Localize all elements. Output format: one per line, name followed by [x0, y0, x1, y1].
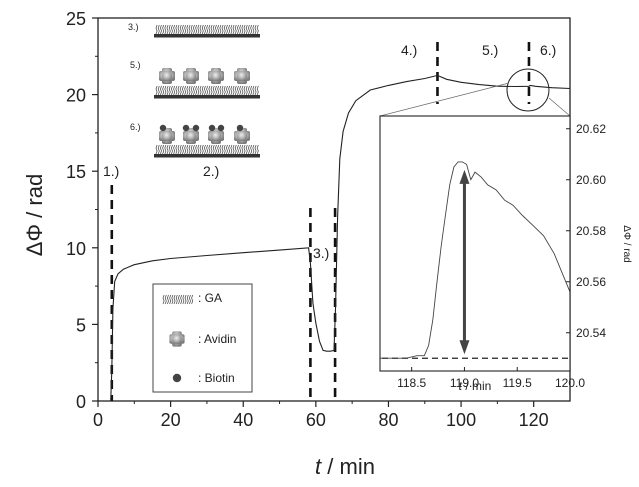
schematic-ga-layer [154, 24, 260, 38]
ga-zigzag [155, 85, 259, 96]
phase-label-3: 3.) [313, 245, 329, 261]
schematic-step-label-6: 6.) [130, 122, 141, 132]
phase-label-1: 1.) [103, 163, 119, 179]
phase-label-6: 6.) [540, 42, 556, 58]
schematic-step-label-5: 5.) [130, 60, 141, 70]
main-y-tick-label: 15 [66, 162, 86, 182]
main-y-tick-label: 10 [66, 239, 86, 259]
inset-y-axis-label: ΔΦ / rad [621, 225, 632, 262]
inset-plot-frame [379, 115, 571, 372]
main-y-tick-label: 25 [66, 9, 86, 29]
zoom-connector-left [379, 82, 510, 117]
main-data-line [98, 74, 571, 402]
zoom-connector-right [548, 97, 571, 117]
inset-x-tick-label: 119.5 [503, 376, 532, 390]
zoom-circle [506, 68, 550, 112]
main-x-tick-label: 80 [378, 410, 398, 430]
phase-label-4: 4.) [401, 42, 417, 58]
avidin-protein-icon [169, 331, 185, 347]
main-y-tick-label: 5 [76, 315, 86, 335]
main-x-axis-label: t / min [315, 454, 375, 479]
avidin-protein-icon [159, 128, 175, 144]
main-x-tick-label: 100 [446, 410, 476, 430]
legend-label-ga: : GA [198, 291, 222, 305]
substrate-bar [154, 95, 260, 99]
substrate-bar [154, 34, 260, 38]
inset-background [380, 116, 570, 371]
avidin-protein-icon [159, 68, 175, 84]
ga-zigzag [155, 24, 259, 35]
ga-zigzag [155, 144, 259, 155]
surface-schematic: 3.) 5.) 6.) [128, 22, 260, 158]
main-x-tick-label: 60 [306, 410, 326, 430]
double-arrow-head-bottom [459, 340, 470, 355]
inset-y-tick-label: 20.58 [576, 224, 606, 238]
inset-y-tick-label: 20.60 [576, 173, 606, 187]
inset-chart: 118.5 119.0 119.5 120.0 20.54 20.56 20.58 20.6… [379, 115, 632, 393]
inset-y-axis: 20.54 20.56 20.58 20.60 20.62 [566, 122, 606, 340]
main-chart: 0 20 40 60 80 100 120 0 5 10 15 20 25 ΔΦ / rad t / … [22, 9, 571, 479]
schematic-step-label-3: 3.) [128, 22, 139, 32]
biotin-dot-icon [172, 373, 182, 383]
glutaraldehyde-zigzag-icon [162, 294, 194, 305]
double-arrow-head-top [459, 169, 470, 184]
inset-x-tick-label: 120.0 [555, 376, 585, 390]
substrate-bar [154, 154, 260, 158]
biotin-dot [236, 124, 244, 132]
main-x-tick-label: 0 [93, 410, 103, 430]
main-x-axis: 0 20 40 60 80 100 120 [93, 401, 549, 430]
biotin-dot [217, 124, 225, 132]
main-y-axis: 0 5 10 15 20 25 [66, 9, 98, 412]
main-x-tick-label: 120 [519, 410, 549, 430]
phase-label-2: 2.) [203, 163, 219, 179]
inset-y-tick-label: 20.56 [576, 275, 606, 289]
avidin-protein-icon [234, 128, 250, 144]
double-arrow [459, 169, 470, 355]
avidin-protein-icon [234, 68, 250, 84]
inset-x-axis-label: t / min [459, 379, 492, 393]
avidin-protein-icon [169, 331, 185, 347]
main-x-tick-label: 20 [161, 410, 181, 430]
avidin-protein-icon [208, 68, 224, 84]
inset-x-axis: 118.5 119.0 119.5 120.0 [397, 367, 585, 390]
inset-data-line [380, 161, 571, 359]
schematic-biotin-layer [154, 124, 260, 158]
avidin-protein-icon [183, 68, 199, 84]
biotin-dot [192, 124, 200, 132]
main-y-tick-label: 0 [76, 392, 86, 412]
biotin-dot [208, 124, 216, 132]
inset-y-tick-label: 20.54 [576, 326, 606, 340]
inset-x-tick-label: 118.5 [397, 376, 426, 390]
inset-y-tick-label: 20.62 [576, 122, 606, 136]
main-y-tick-label: 20 [66, 86, 86, 106]
main-x-tick-label: 40 [233, 410, 253, 430]
legend-label-avidin: : Avidin [198, 332, 236, 346]
biotin-dot [159, 124, 167, 132]
biotin-dot [182, 124, 190, 132]
inset-x-tick-label: 119.0 [450, 376, 479, 390]
schematic-avidin-layer [154, 68, 260, 99]
legend: : GA : Avidin : Biotin [152, 283, 253, 393]
avidin-protein-icon [183, 128, 199, 144]
main-y-axis-label: ΔΦ / rad [22, 174, 47, 256]
avidin-protein-icon [208, 128, 224, 144]
phase-label-5: 5.) [482, 42, 498, 58]
legend-label-biotin: : Biotin [198, 371, 235, 385]
